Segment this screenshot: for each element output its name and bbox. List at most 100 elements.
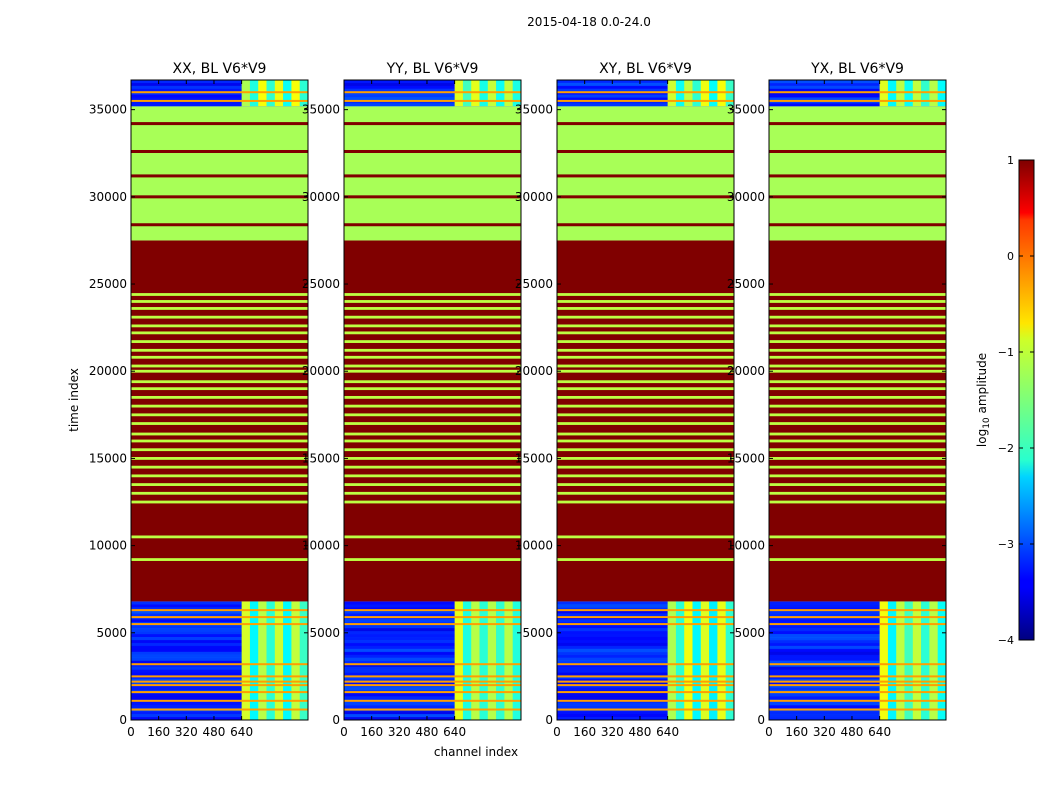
noise-row xyxy=(557,660,668,664)
noise-row xyxy=(131,642,242,647)
y-tick-label: 10000 xyxy=(89,539,127,553)
x-tick-label: 320 xyxy=(813,725,836,739)
rfi-stripe xyxy=(462,601,472,720)
unflagged-line xyxy=(769,432,946,436)
noise-row xyxy=(131,88,242,92)
noise-row xyxy=(557,696,668,700)
noise-row xyxy=(344,696,455,700)
unflagged-line xyxy=(344,558,521,561)
noise-row xyxy=(131,654,242,659)
noise-row xyxy=(344,711,455,715)
flagged-line xyxy=(557,122,734,126)
noise-row xyxy=(344,645,455,650)
unflagged-line xyxy=(131,348,308,352)
noise-row xyxy=(557,97,668,101)
noise-row xyxy=(131,711,242,715)
noise-row xyxy=(344,607,455,611)
noise-row xyxy=(557,628,668,632)
noise-row xyxy=(557,666,668,670)
noise-row xyxy=(557,693,668,697)
unflagged-line xyxy=(769,293,946,296)
unflagged-line xyxy=(131,380,308,384)
unflagged-line xyxy=(557,307,734,310)
unflagged-line xyxy=(769,307,946,310)
unflagged-line xyxy=(769,457,946,460)
flagged-line xyxy=(557,149,734,153)
unflagged-line xyxy=(344,432,521,436)
unflagged-line xyxy=(131,369,308,373)
colorbar-label: log10 amplitude xyxy=(975,353,992,447)
unflagged-line xyxy=(769,535,946,539)
flagged-line xyxy=(344,195,521,199)
x-tick-label: 480 xyxy=(841,725,864,739)
noise-row xyxy=(344,660,455,664)
bright-line xyxy=(769,699,946,702)
noise-row xyxy=(344,103,455,107)
unflagged-line xyxy=(131,483,308,486)
bright-line xyxy=(557,91,734,94)
x-tick-label: 0 xyxy=(340,725,348,739)
rfi-stripe xyxy=(887,601,897,720)
noise-row xyxy=(557,657,668,662)
noise-row xyxy=(131,666,242,670)
noise-row xyxy=(769,669,880,673)
y-tick-label: 20000 xyxy=(727,364,765,378)
bright-line xyxy=(131,691,308,694)
noise-row xyxy=(131,669,242,673)
unflagged-line xyxy=(131,331,308,335)
y-tick-label: 35000 xyxy=(515,103,553,117)
rfi-stripe xyxy=(725,601,735,720)
noise-row xyxy=(769,94,880,98)
bright-line xyxy=(557,99,734,102)
bright-line xyxy=(344,680,521,683)
bright-line xyxy=(344,663,521,666)
rfi-stripe xyxy=(684,601,693,720)
unflagged-line xyxy=(344,448,521,452)
noise-row xyxy=(131,678,242,682)
unflagged-line xyxy=(131,315,308,319)
noise-row xyxy=(769,631,880,635)
unflagged-line xyxy=(344,483,521,486)
noise-row xyxy=(769,696,880,700)
rfi-stripe xyxy=(896,601,905,720)
noise-row xyxy=(557,82,668,87)
bright-line xyxy=(131,675,308,678)
unflagged-line xyxy=(557,380,734,384)
y-tick-label: 5000 xyxy=(309,626,340,640)
noise-row xyxy=(557,654,668,659)
noise-row xyxy=(557,601,668,605)
unflagged-line xyxy=(769,395,946,399)
unflagged-line xyxy=(344,369,521,373)
noise-row xyxy=(769,613,880,617)
noise-row xyxy=(769,82,880,87)
y-tick-label: 35000 xyxy=(89,103,127,117)
noise-row xyxy=(344,613,455,617)
noise-row xyxy=(557,669,668,673)
unflagged-line xyxy=(557,293,734,296)
unflagged-line xyxy=(557,324,734,328)
noise-row xyxy=(769,604,880,608)
unflagged-line xyxy=(344,315,521,319)
rfi-stripe xyxy=(921,601,930,720)
noise-row xyxy=(769,636,880,641)
noise-row xyxy=(769,634,880,638)
noise-row xyxy=(131,672,242,676)
noise-row xyxy=(557,651,668,656)
noise-row xyxy=(344,654,455,659)
unflagged-line xyxy=(131,439,308,443)
bright-line xyxy=(131,680,308,683)
y-tick-label: 0 xyxy=(757,713,765,727)
noise-row xyxy=(769,681,880,685)
unflagged-line xyxy=(344,439,521,443)
bright-line xyxy=(131,699,308,702)
noise-row xyxy=(344,642,455,647)
noise-row xyxy=(344,657,455,662)
panel-frame xyxy=(556,79,735,721)
rfi-stripe xyxy=(700,601,710,720)
x-tick-label: 320 xyxy=(388,725,411,739)
noise-row xyxy=(131,94,242,98)
x-tick-label: 640 xyxy=(656,725,679,739)
unflagged-line xyxy=(344,395,521,399)
noise-row xyxy=(769,628,880,632)
noise-row xyxy=(344,619,455,623)
